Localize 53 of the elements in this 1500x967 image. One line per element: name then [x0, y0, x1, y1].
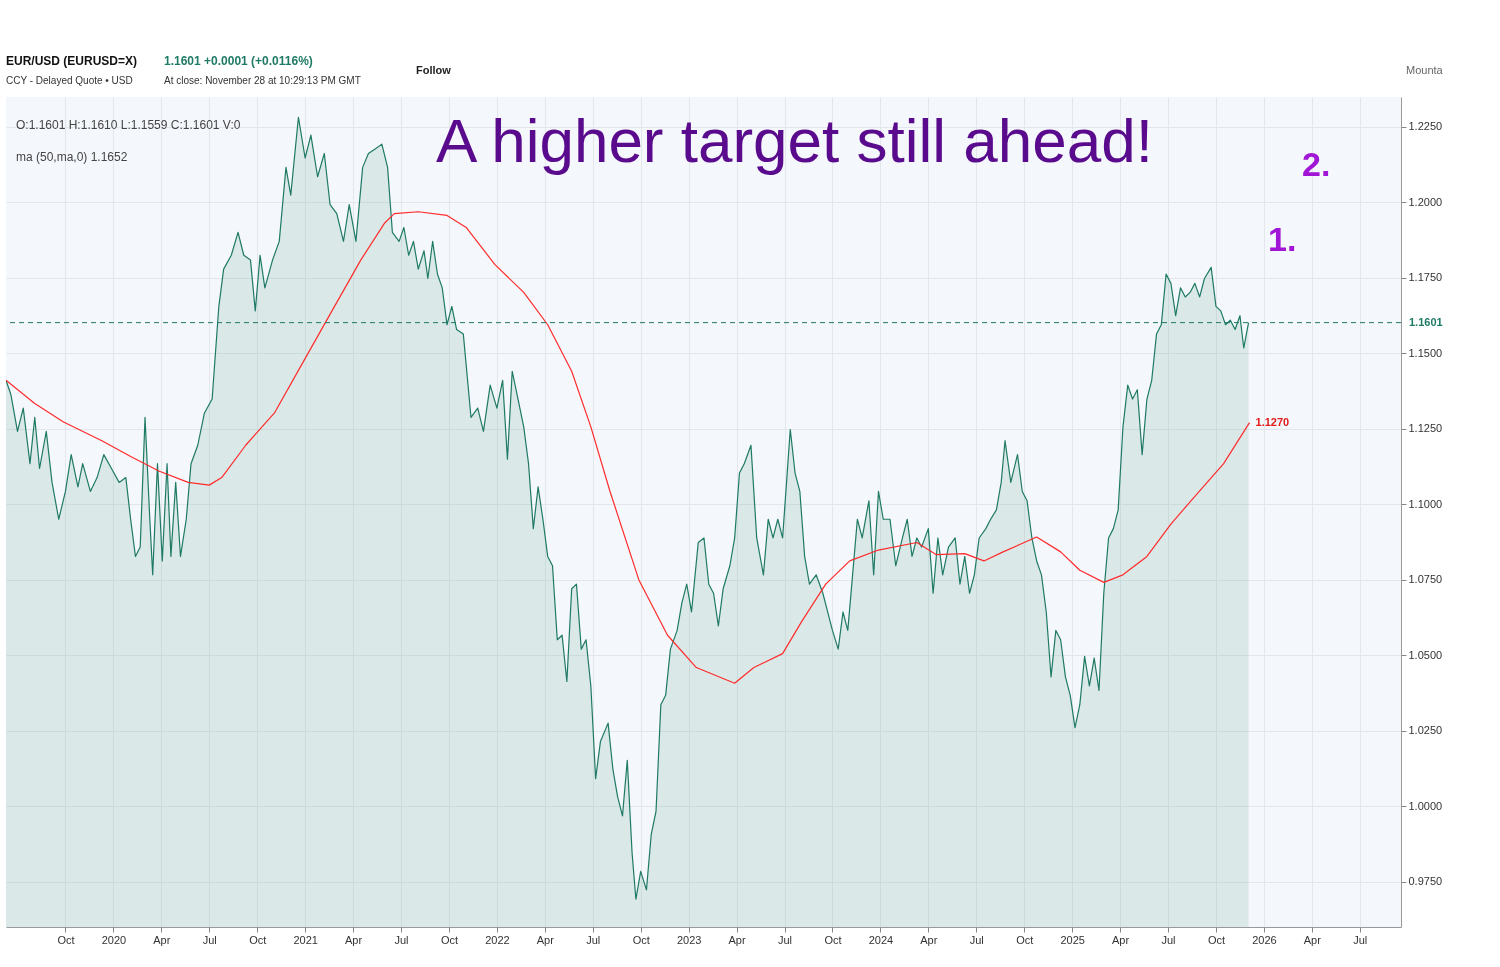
x-tick-label: Oct: [1207, 933, 1226, 946]
text: Follow: [416, 64, 452, 76]
x-tick-label: 2023: [676, 933, 702, 946]
x-tick-label: Apr: [1303, 933, 1322, 946]
x-tick-label: 2024: [868, 933, 894, 946]
x-tick-label: Apr: [920, 933, 938, 946]
y-tick-label: 1.0750: [1408, 573, 1443, 586]
chart-title: EUR/USD (EURUSD=X): [6, 54, 138, 68]
y-tick-label: 1.1500: [1408, 346, 1443, 359]
x-tick-label: 2022: [485, 933, 510, 946]
line-series: [6, 211, 1251, 684]
ref-line-label: 1.1601: [1409, 315, 1443, 328]
x-tick-label: 2025: [1060, 933, 1085, 946]
chart-subtitle: CCY - Delayed Quote • USD: [6, 75, 133, 86]
x-tick-label: Jul: [394, 933, 409, 946]
x-tick-label: Oct: [824, 933, 842, 946]
x-tick-label: Jul: [586, 933, 601, 946]
x-tick-label: Jul: [969, 933, 984, 946]
x-tick-label: Jul: [1161, 933, 1176, 946]
y-tick-label: 1.0000: [1408, 799, 1443, 812]
y-tick-label: 1.1250: [1408, 422, 1443, 435]
annotation: O:1.1601 H:1.1610 L:1.1559 C:1.1601 V:0: [16, 118, 241, 132]
annotation: 2.: [1302, 145, 1331, 183]
annotation: ma (50,ma,0) 1.1652: [16, 150, 128, 164]
y-tick-label: 0.9750: [1408, 875, 1443, 888]
x-tick-label: Apr: [345, 933, 363, 946]
x-tick-label: Oct: [440, 933, 459, 946]
text: Mounta: [1406, 64, 1444, 76]
text: 1.1601 +0.0001 (+0.0116%): [164, 54, 313, 68]
y-tick-label: 1.0250: [1408, 724, 1443, 737]
x-tick-label: Oct: [249, 933, 267, 946]
x-tick-label: Oct: [1016, 933, 1034, 946]
y-tick-label: 1.2000: [1408, 195, 1443, 208]
text: At close: November 28 at 10:29:13 PM GMT: [164, 75, 361, 86]
x-tick-label: 2020: [101, 933, 127, 946]
y-tick-label: 1.1000: [1408, 497, 1443, 510]
annotation: 1.1270: [1255, 415, 1290, 428]
y-tick-label: 1.0500: [1408, 648, 1443, 661]
annotation: 1.: [1268, 220, 1297, 258]
y-tick-label: 1.2250: [1408, 120, 1443, 133]
x-tick-label: Jul: [1353, 933, 1368, 946]
x-tick-label: 2021: [293, 933, 318, 946]
x-tick-label: Oct: [57, 933, 75, 946]
annotation: A higher target still ahead!: [436, 106, 1153, 175]
x-tick-label: 2026: [1252, 933, 1277, 946]
x-tick-label: Jul: [202, 933, 217, 946]
x-tick-label: Apr: [536, 933, 555, 946]
x-tick-label: Jul: [777, 933, 793, 946]
x-tick-label: Apr: [728, 933, 746, 946]
x-tick-label: Apr: [1112, 933, 1130, 946]
x-tick-label: Apr: [153, 933, 171, 946]
x-tick-label: Oct: [632, 933, 650, 946]
y-tick-label: 1.1750: [1408, 271, 1443, 284]
